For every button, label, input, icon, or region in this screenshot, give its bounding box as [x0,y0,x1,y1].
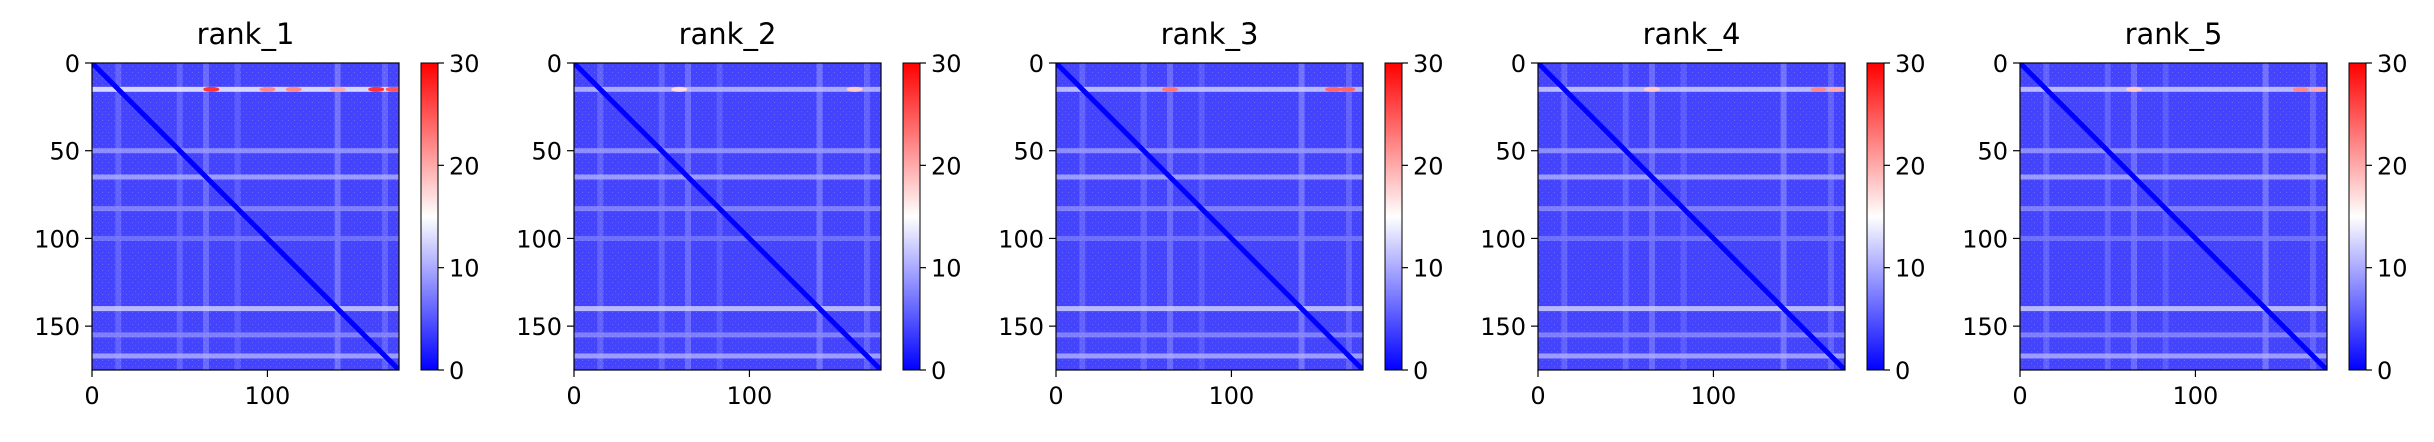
colorbar-tick-label: 20 [1413,152,1444,180]
heatmap-hotspot [1162,87,1178,92]
panel-title: rank_4 [1643,17,1741,51]
colorbar-tick-label: 30 [2377,50,2408,78]
x-tick-label: 0 [566,382,581,410]
heatmap-hotspot [2310,87,2326,92]
y-tick-label: 50 [49,138,80,166]
panel-title: rank_3 [1161,17,1259,51]
y-tick-label: 50 [1977,138,2008,166]
heatmap-plot-area [92,63,402,370]
heatmap-panel-1: rank_1 0 50 100 150 0 100 0 10 20 30 [34,17,479,410]
x-tick-label: 100 [727,382,773,410]
panel-title: rank_5 [2125,17,2223,51]
x-tick-label: 100 [1691,382,1737,410]
y-tick-label: 100 [1480,225,1526,253]
y-tick-label: 50 [1013,138,1044,166]
colorbar-tick-label: 30 [1895,50,1926,78]
y-tick-label: 0 [547,50,562,78]
y-tick-label: 50 [531,138,562,166]
colorbar-tick-label: 10 [1895,255,1926,283]
colorbar [1385,63,1402,370]
colorbar [903,63,920,370]
x-tick-label: 100 [1209,382,1255,410]
x-tick-label: 100 [2173,382,2219,410]
heatmap-panel-2: rank_2 0 50 100 150 0 100 0 10 20 30 [516,17,961,410]
x-tick-label: 100 [245,382,291,410]
y-tick-label: 0 [1993,50,2008,78]
colorbar-tick-label: 30 [1413,50,1444,78]
heatmap-hotspot [1325,87,1341,92]
colorbar-tick-label: 0 [1413,357,1428,385]
colorbar-tick-label: 10 [449,255,480,283]
heatmap-panel-5: rank_5 0 50 100 150 0 100 0 10 20 30 [1962,17,2407,410]
heatmap-hotspot [259,87,275,92]
heatmap-hotspot [671,87,687,92]
heatmap-plot-area [574,63,881,370]
colorbar [421,63,438,370]
y-tick-label: 150 [34,313,80,341]
heatmap-panel-3: rank_3 0 50 100 150 0 100 0 10 20 30 [998,17,1443,410]
colorbar-tick-label: 0 [1895,357,1910,385]
y-tick-label: 0 [1511,50,1526,78]
heatmap-hotspot [2293,87,2309,92]
colorbar-tick-label: 20 [1895,152,1926,180]
y-tick-label: 100 [516,225,562,253]
colorbar-tick-label: 10 [2377,255,2408,283]
heatmap-hotspot [286,87,302,92]
y-tick-label: 150 [516,313,562,341]
heatmap-hotspot [203,87,219,92]
heatmap-hotspot [1828,87,1844,92]
y-tick-label: 0 [1029,50,1044,78]
colorbar-tick-label: 0 [2377,357,2392,385]
heatmap-hotspot [847,87,863,92]
panel-title: rank_2 [679,17,777,51]
panel-title: rank_1 [197,17,295,51]
colorbar-tick-label: 0 [931,357,946,385]
heatmap-hotspot [368,87,384,92]
colorbar-tick-label: 20 [2377,152,2408,180]
heatmap-hotspot [2126,87,2142,92]
colorbar-tick-label: 0 [449,357,464,385]
x-tick-label: 0 [1530,382,1545,410]
y-tick-label: 100 [1962,225,2008,253]
colorbar-tick-label: 30 [449,50,480,78]
colorbar [2349,63,2366,370]
heatmap-plot-area [1056,63,1363,370]
y-tick-label: 0 [65,50,80,78]
heatmap-hotspot [1339,87,1355,92]
y-tick-label: 100 [34,225,80,253]
heatmap-hotspot [1811,87,1827,92]
heatmap-hotspot [1644,87,1660,92]
x-tick-label: 0 [1048,382,1063,410]
x-tick-label: 0 [2012,382,2027,410]
y-tick-label: 150 [1962,313,2008,341]
colorbar-tick-label: 10 [1413,255,1444,283]
y-tick-label: 50 [1495,138,1526,166]
colorbar-tick-label: 10 [931,255,962,283]
colorbar-tick-label: 20 [449,152,480,180]
y-tick-label: 100 [998,225,1044,253]
x-tick-label: 0 [84,382,99,410]
heatmap-plot-area [2020,63,2327,370]
y-tick-label: 150 [1480,313,1526,341]
heatmap-plot-area [1538,63,1845,370]
colorbar-tick-label: 20 [931,152,962,180]
colorbar-tick-label: 30 [931,50,962,78]
y-tick-label: 150 [998,313,1044,341]
heatmap-panel-4: rank_4 0 50 100 150 0 100 0 10 20 30 [1480,17,1925,410]
heatmap-hotspot [330,87,346,92]
colorbar [1867,63,1884,370]
